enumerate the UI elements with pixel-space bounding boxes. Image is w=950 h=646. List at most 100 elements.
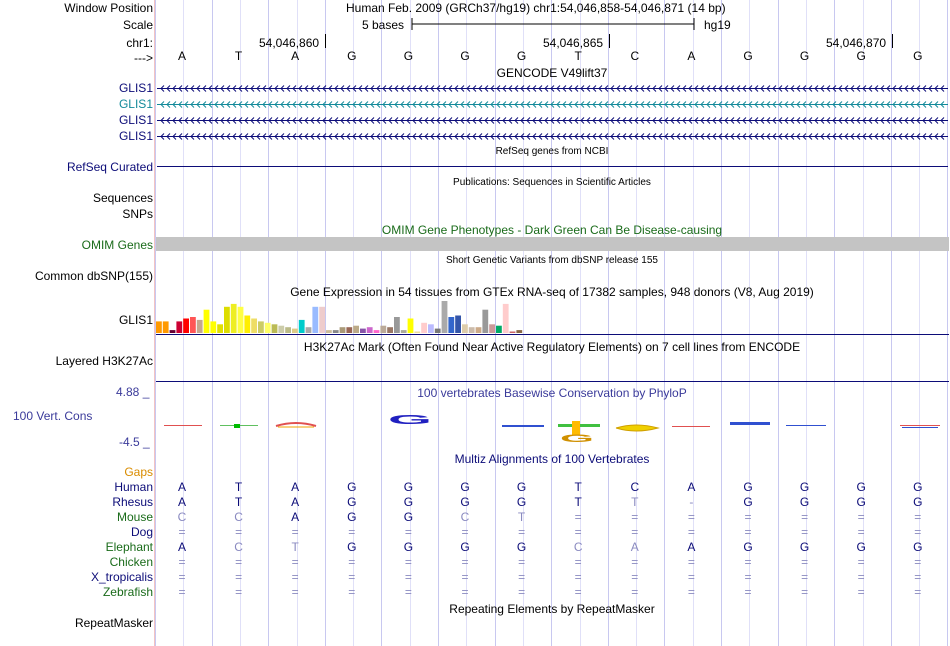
gtex-bar[interactable]	[326, 330, 332, 333]
gtex-bar[interactable]	[203, 309, 210, 333]
gtex-bar[interactable]	[475, 327, 482, 333]
gtex-bar[interactable]	[339, 327, 346, 333]
gtex-bar[interactable]	[224, 306, 230, 333]
publications-title[interactable]: Publications: Sequences in Scientific Ar…	[453, 177, 651, 188]
strand-label[interactable]: --->	[134, 51, 153, 65]
refseq-label[interactable]: RefSeq Curated	[66, 160, 153, 174]
species-label[interactable]: Dog	[130, 525, 153, 539]
gtex-bar[interactable]	[237, 306, 244, 333]
gtex-bar[interactable]	[434, 328, 441, 333]
h3k27ac-label[interactable]: Layered H3K27Ac	[55, 354, 153, 368]
gtex-bar[interactable]	[251, 318, 257, 334]
gtex-bar[interactable]	[176, 321, 183, 333]
gencode-row-label[interactable]: GLIS1	[118, 113, 153, 127]
gtex-bar[interactable]	[489, 324, 495, 333]
gtex-label[interactable]: GLIS1	[118, 313, 153, 327]
gtex-bar[interactable]	[428, 324, 434, 333]
gtex-bar[interactable]	[346, 327, 353, 333]
repeatmasker-label[interactable]: RepeatMasker	[74, 616, 153, 630]
gtex-bar[interactable]	[183, 318, 189, 334]
species-label[interactable]: Zebrafish	[102, 585, 153, 599]
gtex-bar[interactable]	[366, 327, 373, 333]
gtex-bar[interactable]	[196, 319, 203, 333]
cons-title[interactable]: 100 vertebrates Basewise Conservation by…	[417, 386, 687, 400]
omim-label[interactable]: OMIM Genes	[81, 238, 153, 252]
gtex-bar[interactable]	[360, 328, 366, 333]
gencode-transcript[interactable]	[157, 84, 948, 93]
gaps-label[interactable]: Gaps	[124, 465, 153, 479]
gtex-bar[interactable]	[387, 327, 393, 333]
species-label[interactable]: X_tropicalis	[90, 570, 153, 584]
gtex-bar[interactable]	[156, 321, 162, 333]
alignment-base: G	[347, 540, 357, 554]
gtex-bar[interactable]	[414, 331, 421, 334]
gtex-bar[interactable]	[312, 306, 319, 333]
alignment-base: =	[574, 585, 582, 599]
gtex-bar[interactable]	[502, 303, 509, 333]
omim-title[interactable]: OMIM Gene Phenotypes - Dark Green Can Be…	[381, 223, 723, 237]
gtex-bar[interactable]	[162, 321, 169, 333]
gtex-bar[interactable]	[468, 327, 475, 333]
gtex-bar[interactable]	[190, 317, 196, 333]
refseq-title[interactable]: RefSeq genes from NCBI	[495, 146, 609, 157]
gtex-bar[interactable]	[455, 315, 461, 334]
gtex-bar[interactable]	[298, 319, 305, 333]
species-label[interactable]: Mouse	[116, 510, 153, 524]
species-label[interactable]: Elephant	[105, 540, 153, 554]
gtex-bar[interactable]	[305, 327, 312, 333]
gtex-bar[interactable]	[516, 330, 523, 333]
gtex-bar[interactable]	[292, 328, 298, 333]
species-label[interactable]: Chicken	[109, 555, 153, 569]
gtex-bar[interactable]	[394, 317, 400, 333]
gtex-bar[interactable]	[407, 318, 414, 334]
cons-logo[interactable]: G G	[156, 410, 950, 444]
gencode-row-label[interactable]: GLIS1	[118, 97, 153, 111]
gtex-bar[interactable]	[278, 325, 285, 333]
alignment-base: =	[404, 570, 412, 584]
gtex-title[interactable]: Gene Expression in 54 tissues from GTEx …	[290, 285, 814, 299]
gtex-bar[interactable]	[271, 324, 278, 333]
gencode-row-label[interactable]: GLIS1	[118, 81, 153, 95]
cons-label[interactable]: 100 Vert. Cons	[13, 409, 93, 423]
gtex-bar[interactable]	[230, 303, 237, 333]
omim-gene-bar[interactable]	[156, 237, 949, 251]
gtex-bar[interactable]	[482, 309, 489, 333]
gtex-bar[interactable]	[496, 325, 502, 333]
gtex-bar[interactable]	[217, 324, 223, 333]
gtex-bar[interactable]	[421, 322, 427, 333]
gtex-bar[interactable]	[319, 306, 325, 333]
gtex-bar[interactable]	[448, 317, 455, 333]
species-label[interactable]: Rhesus	[112, 495, 153, 509]
dbsnp-label[interactable]: Common dbSNP(155)	[34, 269, 153, 283]
gtex-bar[interactable]	[462, 324, 468, 333]
gtex-bar[interactable]	[285, 327, 291, 333]
gencode-transcript[interactable]	[157, 100, 948, 109]
gtex-bar[interactable]	[441, 301, 448, 333]
gtex-bar[interactable]	[210, 321, 217, 333]
gtex-bar[interactable]	[400, 330, 407, 333]
gencode-transcript[interactable]	[157, 116, 948, 125]
gtex-bar[interactable]	[169, 330, 176, 333]
multiz-title[interactable]: Multiz Alignments of 100 Vertebrates	[454, 452, 650, 466]
gtex-bar-graph[interactable]	[156, 300, 536, 334]
species-label[interactable]: Human	[114, 480, 153, 494]
gtex-bar[interactable]	[332, 330, 339, 333]
h3k27ac-title[interactable]: H3K27Ac Mark (Often Found Near Active Re…	[303, 340, 801, 354]
gtex-bar[interactable]	[264, 322, 271, 333]
pub-snps-label[interactable]: SNPs	[122, 207, 153, 221]
gencode-title[interactable]: GENCODE V49lift37	[496, 66, 608, 80]
gtex-bar[interactable]	[373, 330, 380, 333]
gtex-bar[interactable]	[353, 325, 359, 333]
alignment-base: =	[631, 570, 639, 584]
gtex-bar[interactable]	[509, 331, 516, 334]
alignment-base: =	[857, 555, 865, 569]
gencode-transcript[interactable]	[157, 132, 948, 141]
gtex-bar[interactable]	[258, 321, 264, 333]
gencode-row-label[interactable]: GLIS1	[118, 129, 153, 143]
repeatmasker-title[interactable]: Repeating Elements by RepeatMasker	[449, 602, 655, 616]
refseq-gene-line[interactable]	[157, 166, 948, 167]
gtex-bar[interactable]	[380, 325, 387, 333]
gtex-bar[interactable]	[244, 315, 251, 334]
dbsnp-title[interactable]: Short Genetic Variants from dbSNP releas…	[446, 255, 658, 266]
pub-sequences-label[interactable]: Sequences	[92, 191, 153, 205]
